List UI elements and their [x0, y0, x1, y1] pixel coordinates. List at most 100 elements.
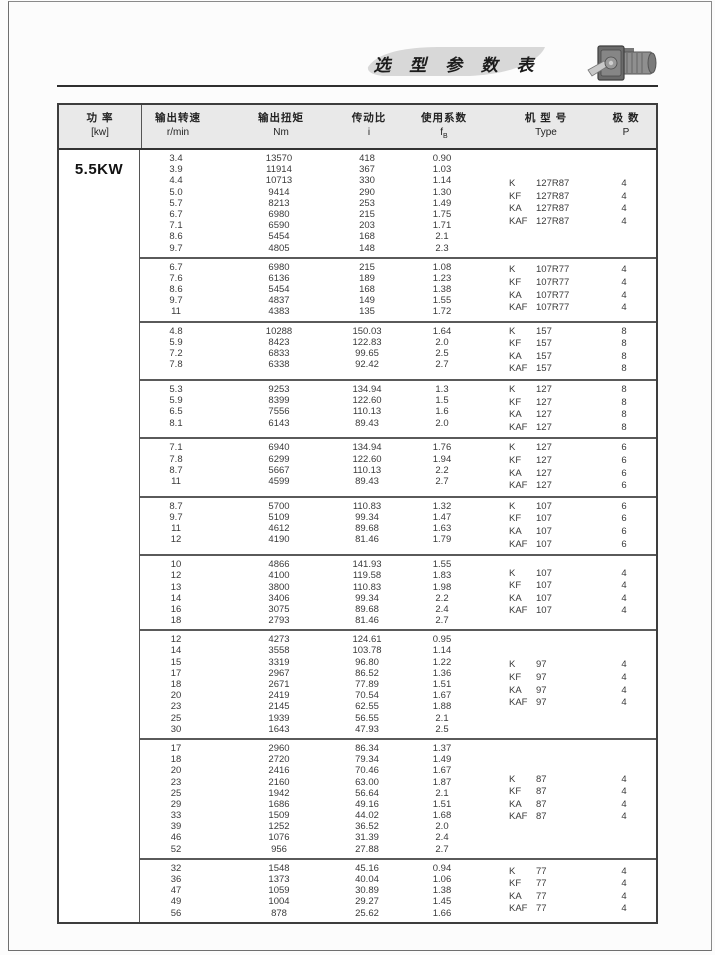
- pole-value: 4: [621, 786, 627, 798]
- speed-value: 8.7: [169, 500, 183, 512]
- service-factor-value: 2.4: [435, 603, 449, 615]
- torque-value: 1252: [268, 821, 290, 833]
- speeds-column: 12 14 15 17 18 20 23 25 30: [140, 634, 212, 735]
- factors-column: 1.64 2.0 2.5 2.7: [388, 326, 496, 376]
- type-row: KF 97 4: [496, 672, 656, 685]
- type-row: KF 157 8: [496, 338, 656, 351]
- ratios-column: 150.03 122.83 99.65 92.42: [346, 326, 388, 376]
- column-header-zh: 输出转速: [155, 112, 201, 124]
- pole-value: 6: [621, 538, 627, 550]
- factors-column: 1.3 1.5 1.6 2.0: [388, 384, 496, 434]
- pole-value: 4: [621, 203, 627, 215]
- ratio-value: 110.13: [352, 464, 382, 476]
- data-blocks: 3.4 3.9 4.4 5.0 5.7 6.7 7.1 8.6 9.7 13570 11914 107…: [140, 150, 656, 922]
- speed-value: 8.7: [169, 464, 183, 476]
- speed-value: 18: [170, 679, 182, 690]
- selection-parameter-table: 功 率 [kw] 输出转速 r/min 输出扭矩 Nm 传动比 i 使用系数 fB 机 型 号 Typ…: [57, 103, 658, 924]
- table-header-row: 功 率 [kw] 输出转速 r/min 输出扭矩 Nm 传动比 i 使用系数 fB 机 型 号 Typ…: [59, 105, 656, 150]
- speed-value: 25: [170, 712, 182, 724]
- speed-value: 52: [170, 843, 182, 855]
- torque-value: 2793: [268, 615, 290, 627]
- type-model: 127R87: [536, 215, 570, 227]
- pole-value: 4: [621, 659, 627, 671]
- speed-value: 16: [170, 603, 182, 615]
- speed-value: 11: [171, 475, 181, 487]
- speeds-column: 6.7 7.6 8.6 9.7 11: [140, 262, 212, 318]
- service-factor-value: 1.71: [432, 220, 452, 232]
- type-model: 157: [536, 338, 552, 350]
- type-model: 107: [536, 513, 552, 525]
- torque-value: 8423: [268, 336, 290, 348]
- type-row: KA 97 4: [496, 685, 656, 698]
- ratio-value: 70.46: [355, 765, 379, 777]
- speed-value: 7.8: [169, 359, 183, 371]
- pole-value: 4: [621, 605, 627, 617]
- type-model: 127: [536, 396, 552, 408]
- speed-value: 20: [170, 690, 182, 702]
- ratios-column: 215 189 168 149 135: [346, 262, 388, 318]
- ratio-value: 89.68: [355, 523, 379, 535]
- pole-value: 4: [621, 264, 627, 276]
- speed-value: 7.6: [169, 272, 183, 284]
- type-pole-column: K 107R77 4 KF 107R77 4 KA 107R77 4 KAF 107R77 4: [496, 262, 656, 318]
- column-header-unit: Nm: [214, 126, 348, 140]
- type-row: KAF 127R87 4: [496, 216, 656, 229]
- unit-subscript: B: [443, 133, 448, 140]
- factors-column: 1.32 1.47 1.63 1.79: [388, 501, 496, 551]
- ratio-value: 215: [359, 261, 375, 273]
- torque-value: 5667: [268, 464, 290, 476]
- torque-value: 13570: [265, 153, 293, 164]
- ratio-value: 168: [359, 284, 375, 296]
- type-prefix: KF: [509, 786, 522, 798]
- type-prefix: K: [509, 264, 516, 276]
- torque-value: 5454: [268, 231, 290, 243]
- service-factor-value: 1.5: [435, 395, 449, 407]
- speed-value: 14: [170, 592, 182, 604]
- unit-text: P: [622, 127, 630, 138]
- speed-value: 4.4: [169, 175, 183, 187]
- header-rule: [57, 85, 658, 87]
- type-pole-column: K 107 6 KF 107 6 KA 107 6 KAF 107 6: [496, 501, 656, 551]
- pole-value: 4: [621, 567, 627, 579]
- speed-value: 32: [170, 862, 182, 874]
- ratio-value: 44.02: [355, 810, 379, 822]
- speed-value: 5.7: [169, 197, 183, 209]
- table-row-group: 8.7 9.7 11 12 5700 5109 4612 4190 110.83 99.34 89.…: [140, 495, 656, 554]
- speeds-column: 17 18 20 23 25 29 33 39 46 52: [140, 743, 212, 855]
- type-row: K 107 4: [496, 568, 656, 581]
- speed-value: 29: [170, 798, 182, 810]
- torque-value: 6940: [268, 442, 290, 454]
- service-factor-value: 1.67: [432, 765, 452, 777]
- type-prefix: KA: [509, 409, 522, 421]
- torque-value: 9253: [268, 384, 290, 395]
- speed-value: 7.8: [169, 453, 183, 465]
- type-row: KAF 157 8: [496, 363, 656, 376]
- speed-value: 11: [171, 523, 181, 535]
- type-pole-column: K 97 4 KF 97 4 KA 97 4 KAF 97 4: [496, 634, 656, 735]
- type-model: 97: [536, 697, 547, 709]
- ratio-value: 56.55: [355, 712, 379, 724]
- type-prefix: K: [509, 773, 516, 785]
- pole-value: 4: [621, 684, 627, 696]
- torque-value: 8399: [268, 395, 290, 407]
- column-header-zh: 传动比: [351, 112, 387, 124]
- service-factor-value: 1.55: [432, 295, 452, 307]
- speed-value: 6.7: [169, 208, 183, 220]
- torque-value: 4866: [268, 559, 290, 571]
- speed-value: 5.0: [169, 186, 183, 198]
- factors-column: 1.76 1.94 2.2 2.7: [388, 442, 496, 492]
- type-row: KA 107R77 4: [496, 290, 656, 303]
- speed-value: 8.6: [169, 231, 183, 243]
- torque-value: 1004: [268, 896, 290, 908]
- type-row: KAF 127 8: [496, 422, 656, 435]
- service-factor-value: 1.36: [432, 667, 452, 679]
- ratio-value: 62.55: [355, 701, 379, 713]
- type-row: KAF 107 4: [496, 605, 656, 618]
- service-factor-value: 1.38: [432, 885, 452, 897]
- service-factor-value: 2.0: [435, 336, 449, 348]
- type-pole-column: K 157 8 KF 157 8 KA 157 8 KAF 157 8: [496, 326, 656, 376]
- type-prefix: KAF: [509, 421, 528, 433]
- ratios-column: 45.16 40.04 30.89 29.27 25.62: [346, 863, 388, 919]
- type-prefix: KA: [509, 684, 522, 696]
